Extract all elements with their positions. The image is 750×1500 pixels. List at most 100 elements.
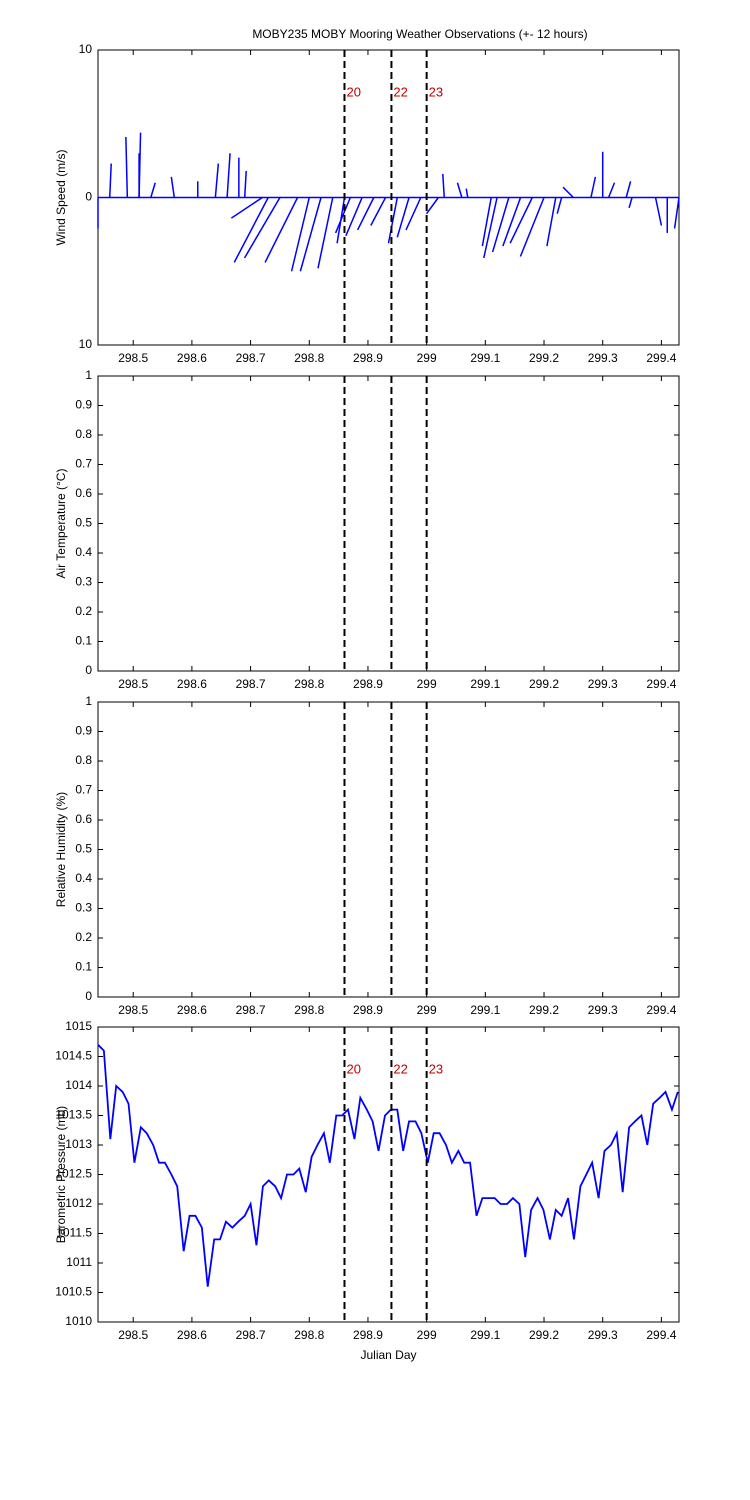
chart-title: MOBY235 MOBY Mooring Weather Observation… xyxy=(252,27,587,41)
x-tick-label: 298.7 xyxy=(236,1328,266,1342)
y-tick-label: 0 xyxy=(85,190,92,204)
y-tick-label: 1014.5 xyxy=(55,1049,92,1063)
wind-stick xyxy=(356,197,375,231)
x-tick-label: 299.1 xyxy=(470,1003,500,1017)
y-tick-label: 1 xyxy=(85,368,92,382)
wind-stick xyxy=(519,197,545,257)
x-tick-label: 298.8 xyxy=(294,1328,324,1342)
wind-stick xyxy=(370,197,387,226)
wind-stick xyxy=(405,197,422,231)
y-tick-label: 0.8 xyxy=(75,427,92,441)
y-tick-label: 0.7 xyxy=(75,783,92,797)
x-tick-label: 298.9 xyxy=(353,677,383,691)
x-tick-label: 299.3 xyxy=(588,351,618,365)
x-tick-label: 299.1 xyxy=(470,677,500,691)
y-tick-label: 1012 xyxy=(65,1196,92,1210)
x-tick-label: 299.4 xyxy=(646,351,676,365)
wind-stick xyxy=(607,182,616,198)
x-tick-label: 299.2 xyxy=(529,1003,559,1017)
y-tick-label: 1 xyxy=(85,694,92,708)
y-tick-label: 1010 xyxy=(65,1314,92,1328)
wind-stick xyxy=(230,196,263,219)
x-tick-label: 298.9 xyxy=(353,351,383,365)
y-tick-label: 0.8 xyxy=(75,753,92,767)
wind-stick xyxy=(625,181,632,198)
x-tick-label: 299.2 xyxy=(529,677,559,691)
y-tick-label: 1013 xyxy=(65,1137,92,1151)
wind-stick xyxy=(590,176,597,198)
y-tick-label: 0.1 xyxy=(75,960,92,974)
wind-stick xyxy=(442,173,446,198)
wind-stick xyxy=(491,197,510,253)
x-tick-label: 299.3 xyxy=(588,1003,618,1017)
wind-stick xyxy=(150,182,156,198)
y-tick-label: 0.7 xyxy=(75,457,92,471)
wind-stick xyxy=(396,197,410,238)
y-tick-label: 1013.5 xyxy=(55,1108,92,1122)
wind-stick xyxy=(456,182,463,198)
y-tick-label: 0.5 xyxy=(75,842,92,856)
x-tick-label: 299 xyxy=(417,1328,437,1342)
pressure-line xyxy=(97,1044,679,1287)
wind-stick xyxy=(481,197,492,247)
reference-label: 22 xyxy=(393,84,407,99)
reference-label: 20 xyxy=(346,84,360,99)
x-tick-label: 299.4 xyxy=(646,1328,676,1342)
x-tick-label: 298.7 xyxy=(236,351,266,365)
y-tick-label: 0.9 xyxy=(75,398,92,412)
wind-stick xyxy=(334,197,352,234)
x-tick-label: 298.5 xyxy=(118,351,148,365)
wind-stick xyxy=(673,197,680,229)
wind-stick xyxy=(546,197,557,247)
wind-stick xyxy=(483,197,498,259)
x-tick-label: 299.1 xyxy=(470,1328,500,1342)
wind-stick xyxy=(387,197,399,244)
y-tick-label: 0.6 xyxy=(75,486,92,500)
x-tick-label: 298.6 xyxy=(177,1328,207,1342)
wind-stick xyxy=(628,197,633,209)
wind-stick xyxy=(243,197,281,259)
reference-label: 23 xyxy=(429,84,443,99)
wind-stick xyxy=(170,176,176,198)
wind-stick xyxy=(502,197,522,247)
y-tick-label: 0.6 xyxy=(75,812,92,826)
x-tick-label: 298.6 xyxy=(177,1003,207,1017)
x-tick-label: 298.8 xyxy=(294,351,324,365)
y-tick-label: 1014 xyxy=(65,1078,92,1092)
wind-stick xyxy=(226,153,231,198)
y-tick-label: 0.2 xyxy=(75,604,92,618)
wind-stick xyxy=(465,188,469,198)
y-tick-label: 0.1 xyxy=(75,634,92,648)
wind-stick xyxy=(233,197,269,263)
x-tick-label: 298.9 xyxy=(353,1328,383,1342)
y-tick-label: 10 xyxy=(79,337,93,351)
y-axis-label: Barometric Pressure (mb) xyxy=(54,1106,68,1243)
y-tick-label: 1015 xyxy=(65,1019,92,1033)
wind-stick xyxy=(509,197,533,244)
x-tick-label: 298.9 xyxy=(353,1003,383,1017)
x-tick-label: 298.6 xyxy=(177,677,207,691)
wind-stick xyxy=(290,197,311,272)
reference-label: 20 xyxy=(346,1061,360,1076)
y-tick-label: 1012.5 xyxy=(55,1167,92,1181)
x-tick-label: 298.8 xyxy=(294,1003,324,1017)
y-tick-label: 0.4 xyxy=(75,871,92,885)
x-tick-label: 299.3 xyxy=(588,1328,618,1342)
wind-stick xyxy=(562,186,574,199)
y-tick-label: 0.3 xyxy=(75,575,92,589)
wind-stick xyxy=(345,197,363,237)
reference-label: 22 xyxy=(393,1061,407,1076)
wind-stick xyxy=(425,197,439,215)
y-tick-label: 10 xyxy=(79,42,93,56)
wind-stick xyxy=(299,197,322,272)
x-tick-label: 299.1 xyxy=(470,351,500,365)
y-tick-label: 1010.5 xyxy=(55,1285,92,1299)
x-tick-label: 298.8 xyxy=(294,677,324,691)
x-tick-label: 299 xyxy=(417,677,437,691)
plot-frame xyxy=(97,1026,680,1323)
y-tick-label: 0.2 xyxy=(75,930,92,944)
x-tick-label: 299.2 xyxy=(529,1328,559,1342)
y-tick-label: 0.4 xyxy=(75,545,92,559)
x-tick-label: 298.5 xyxy=(118,677,148,691)
